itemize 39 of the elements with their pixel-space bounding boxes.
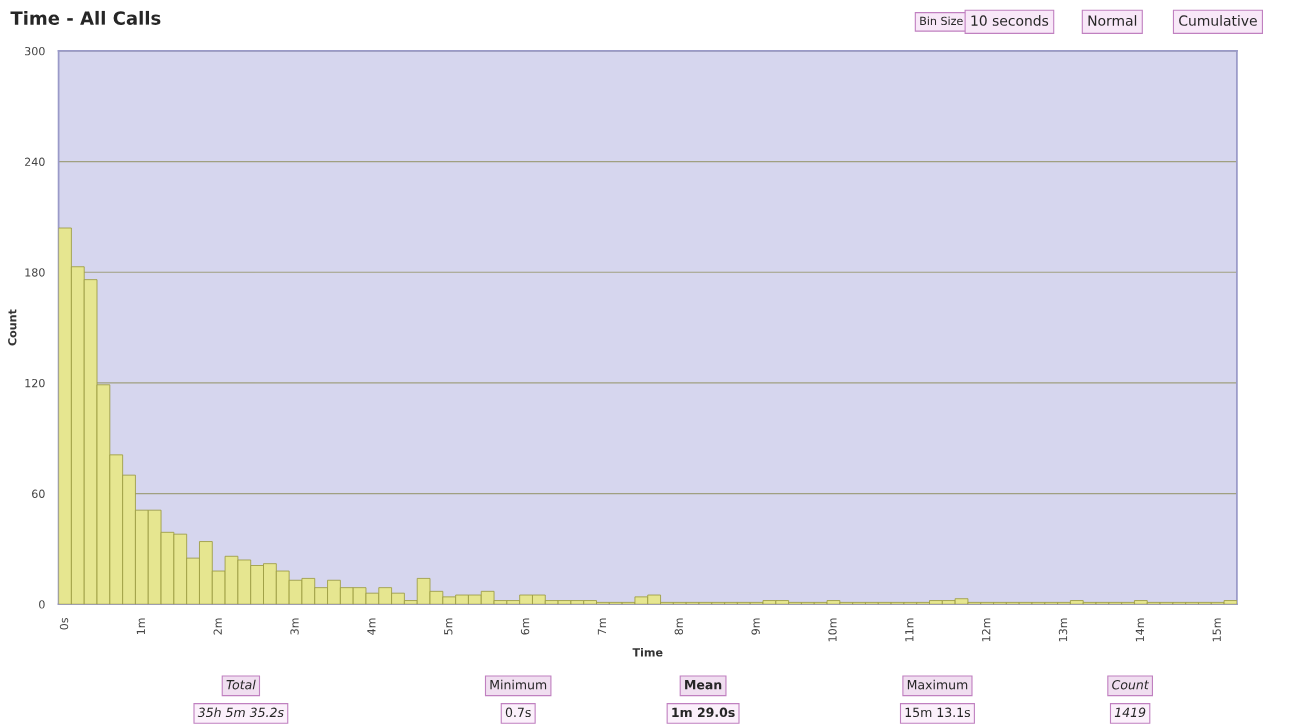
- x-tick-label: 5m: [444, 618, 453, 635]
- x-tick-label: 15m: [1212, 618, 1221, 642]
- text: 35h 5m 35.2s: [197, 707, 284, 718]
- text: Normal: [1088, 15, 1137, 26]
- text: Count: [1112, 679, 1150, 690]
- text: Cumulative: [1179, 15, 1257, 26]
- text: 10 seconds: [971, 15, 1049, 26]
- text: Bin Size: [920, 16, 963, 26]
- x-tick-label: 1m: [136, 618, 145, 635]
- x-tick-label: 7m: [597, 618, 606, 635]
- chart-title: Time - All Calls: [10, 10, 161, 25]
- y-tick-label: 60: [32, 489, 45, 498]
- text: Minimum: [490, 679, 547, 690]
- x-tick-label: 0s: [59, 617, 69, 630]
- x-tick-label: 2m: [213, 618, 222, 635]
- text: 15m 13.1s: [905, 707, 971, 718]
- text: 1419: [1114, 707, 1146, 718]
- y-tick-label: 300: [25, 46, 45, 56]
- y-tick-label: 0: [39, 600, 45, 609]
- x-tick-label: 8m: [674, 618, 683, 635]
- text: Mean: [685, 680, 722, 690]
- x-tick-label: 11m: [905, 618, 914, 642]
- x-tick-label: 3m: [290, 618, 299, 635]
- y-tick-label: 180: [25, 268, 45, 277]
- y-tick-label: 120: [25, 378, 45, 388]
- x-tick-label: 10m: [828, 618, 837, 642]
- y-axis-title: Count: [8, 309, 17, 346]
- x-tick-label: 6m: [520, 618, 530, 635]
- text: Total: [226, 679, 256, 690]
- x-tick-label: 13m: [1058, 618, 1068, 642]
- text: 1m 29.0s: [672, 707, 735, 718]
- text: 0.7s: [505, 707, 531, 718]
- x-tick-label: 4m: [367, 618, 376, 635]
- x-tick-label: 14m: [1135, 618, 1144, 642]
- y-tick-label: 240: [25, 157, 45, 166]
- x-tick-label: 9m: [751, 618, 760, 635]
- text: Maximum: [907, 679, 968, 690]
- x-tick-label: 12m: [981, 618, 991, 642]
- x-axis-title: Time: [632, 647, 663, 657]
